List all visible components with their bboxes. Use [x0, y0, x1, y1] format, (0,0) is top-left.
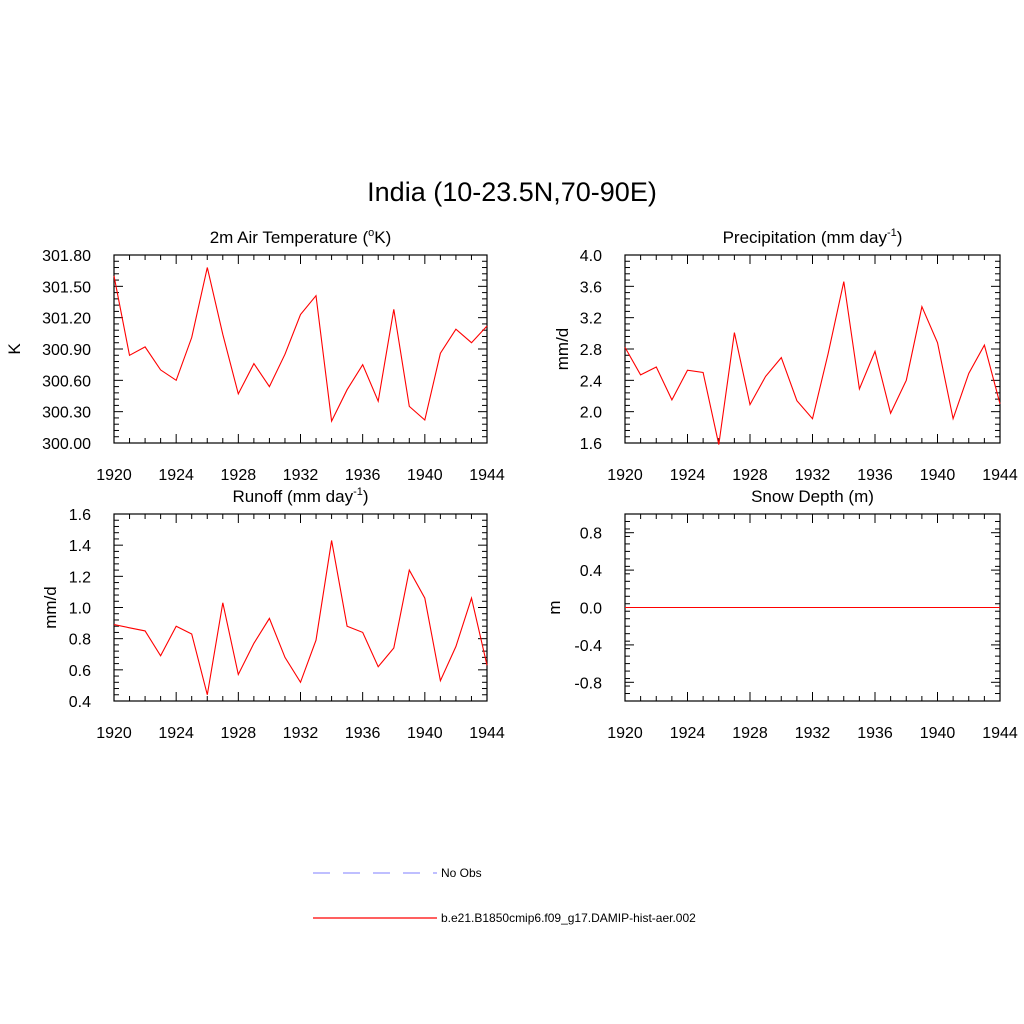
x-tick-label: 1928	[732, 725, 768, 742]
y-tick-label: 0.8	[580, 526, 602, 543]
y-tick-label: 3.2	[580, 311, 602, 328]
y-tick-label: 300.00	[42, 436, 91, 453]
y-tick-label: 1.6	[580, 436, 602, 453]
y-tick-label: 0.4	[69, 694, 91, 711]
x-tick-label: 1940	[407, 467, 443, 484]
x-tick-label: 1928	[221, 725, 257, 742]
panel-title-tail: K)	[374, 228, 391, 247]
panel-title-main: 2m Air Temperature (	[210, 228, 369, 247]
y-tick-label: 1.2	[69, 569, 91, 586]
panel-title: Precipitation (mm day-1)	[723, 227, 903, 247]
x-tick-label: 1932	[795, 467, 831, 484]
y-tick-label: 0.4	[580, 563, 602, 580]
panel-title: 2m Air Temperature (oK)	[210, 227, 392, 247]
panel-title-tail: )	[897, 228, 903, 247]
plot-frame	[113, 513, 488, 702]
y-tick-label: 1.0	[69, 601, 91, 618]
series-line-model	[113, 267, 488, 423]
y-tick-label: 0.8	[69, 632, 91, 649]
x-tick-label: 1936	[345, 725, 381, 742]
panel-runoff: 1920 1924 1928 1932 1936 1940 1944 0.4 0.6 0.8 1.0…	[41, 486, 505, 742]
y-tick-label: 301.80	[42, 248, 91, 265]
panel-title-superscript: -1	[887, 227, 897, 239]
panel-title-main: Precipitation (mm day	[723, 228, 888, 247]
x-tick-label: 1940	[407, 725, 443, 742]
x-tick-label: 1936	[857, 467, 893, 484]
y-tick-label: 301.20	[42, 311, 91, 328]
y-tick-label: 0.6	[69, 663, 91, 680]
y-tick-label: 301.50	[42, 279, 91, 296]
x-tick-label: 1924	[670, 725, 706, 742]
x-tick-label: 1944	[469, 467, 505, 484]
panel-title: Snow Depth (m)	[751, 487, 874, 506]
plot-frame	[624, 254, 1001, 444]
y-tick-label: 2.8	[580, 342, 602, 359]
y-tick-label: 300.90	[42, 342, 91, 359]
x-tick-label: 1940	[920, 467, 956, 484]
y-tick-label: 4.0	[580, 248, 602, 265]
y-tick-label: 0.0	[580, 601, 602, 618]
y-tick-label: 1.4	[69, 538, 91, 555]
panel-title-superscript: -1	[353, 486, 363, 498]
x-tick-label: 1936	[345, 467, 381, 484]
x-tick-label: 1924	[670, 467, 706, 484]
y-tick-label: 2.0	[580, 405, 602, 422]
legend-label-model: b.e21.B1850cmip6.f09_g17.DAMIP-hist-aer.…	[441, 911, 696, 925]
panel-title-main: Runoff (mm day	[232, 487, 353, 506]
x-tick-label: 1928	[221, 467, 257, 484]
y-tick-label: 2.4	[580, 373, 602, 390]
y-axis-label: mm/d	[41, 586, 60, 629]
x-tick-label: 1944	[469, 725, 505, 742]
panel-precipitation: 1920 1924 1928 1932 1936 1940 1944 1.6 2.0 2.4 2.8…	[553, 227, 1018, 484]
legend: No Obs b.e21.B1850cmip6.f09_g17.DAMIP-hi…	[313, 866, 696, 925]
y-tick-label: 1.6	[69, 507, 91, 524]
x-tick-label: 1920	[96, 467, 132, 484]
figure-title: India (10-23.5N,70-90E)	[367, 177, 657, 207]
panel-title-superscript: o	[368, 227, 374, 239]
x-tick-label: 1924	[158, 467, 194, 484]
x-tick-label: 1944	[982, 725, 1018, 742]
y-tick-label: -0.8	[574, 675, 602, 692]
y-tick-label: 3.6	[580, 279, 602, 296]
x-tick-label: 1932	[283, 725, 319, 742]
plot-frame	[113, 254, 488, 444]
y-tick-label: -0.4	[574, 638, 602, 655]
y-axis-label: mm/d	[553, 328, 572, 371]
x-tick-label: 1920	[607, 725, 643, 742]
panel-title-tail: )	[363, 487, 369, 506]
x-tick-label: 1932	[795, 725, 831, 742]
y-axis-label: K	[5, 343, 24, 355]
legend-label-no-obs: No Obs	[441, 866, 482, 880]
y-axis-label: m	[545, 600, 564, 614]
panel-air-temperature: 1920 1924 1928 1932 1936 1940 1944 300.00 300.30…	[5, 227, 505, 484]
x-tick-label: 1920	[96, 725, 132, 742]
panel-title-main: Snow Depth (m)	[751, 487, 874, 506]
x-tick-label: 1936	[857, 725, 893, 742]
y-tick-label: 300.30	[42, 405, 91, 422]
panel-snow-depth: 1920 1924 1928 1932 1936 1940 1944 -0.8 -0.4 0.0 0…	[545, 487, 1018, 742]
x-tick-label: 1944	[982, 467, 1018, 484]
y-tick-label: 300.60	[42, 373, 91, 390]
x-tick-label: 1920	[607, 467, 643, 484]
x-tick-label: 1932	[283, 467, 319, 484]
series-line-model	[624, 281, 1001, 445]
x-tick-label: 1940	[920, 725, 956, 742]
x-tick-label: 1928	[732, 467, 768, 484]
series-line-model	[113, 540, 488, 695]
x-tick-label: 1924	[158, 725, 194, 742]
panel-title: Runoff (mm day-1)	[232, 486, 368, 506]
